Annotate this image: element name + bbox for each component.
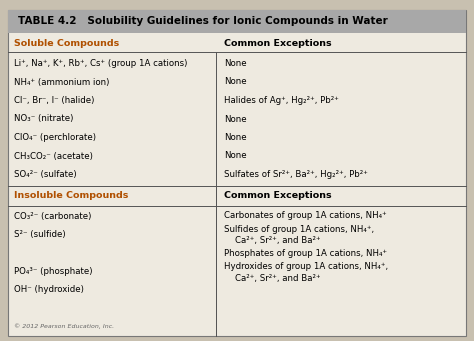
Text: Ca²⁺, Sr²⁺, and Ba²⁺: Ca²⁺, Sr²⁺, and Ba²⁺ xyxy=(224,236,320,245)
Text: None: None xyxy=(224,115,246,123)
Text: None: None xyxy=(224,77,246,87)
Text: None: None xyxy=(224,133,246,142)
Text: Hydroxides of group 1A cations, NH₄⁺,: Hydroxides of group 1A cations, NH₄⁺, xyxy=(224,262,388,271)
Text: None: None xyxy=(224,151,246,161)
Text: Li⁺, Na⁺, K⁺, Rb⁺, Cs⁺ (group 1A cations): Li⁺, Na⁺, K⁺, Rb⁺, Cs⁺ (group 1A cations… xyxy=(14,59,187,68)
Text: Sulfates of Sr²⁺, Ba²⁺, Hg₂²⁺, Pb²⁺: Sulfates of Sr²⁺, Ba²⁺, Hg₂²⁺, Pb²⁺ xyxy=(224,170,367,179)
Text: CH₃CO₂⁻ (acetate): CH₃CO₂⁻ (acetate) xyxy=(14,151,93,161)
Text: Phosphates of group 1A cations, NH₄⁺: Phosphates of group 1A cations, NH₄⁺ xyxy=(224,249,387,258)
Text: Soluble Compounds: Soluble Compounds xyxy=(14,39,119,47)
Text: Common Exceptions: Common Exceptions xyxy=(224,39,331,47)
Text: TABLE 4.2   Solubility Guidelines for Ionic Compounds in Water: TABLE 4.2 Solubility Guidelines for Ioni… xyxy=(18,16,388,26)
Text: NH₄⁺ (ammonium ion): NH₄⁺ (ammonium ion) xyxy=(14,77,109,87)
Text: S²⁻ (sulfide): S²⁻ (sulfide) xyxy=(14,230,65,239)
Text: PO₄³⁻ (phosphate): PO₄³⁻ (phosphate) xyxy=(14,267,92,276)
Text: Common Exceptions: Common Exceptions xyxy=(224,191,331,199)
Text: OH⁻ (hydroxide): OH⁻ (hydroxide) xyxy=(14,285,84,295)
Text: © 2012 Pearson Education, Inc.: © 2012 Pearson Education, Inc. xyxy=(14,323,114,329)
FancyBboxPatch shape xyxy=(8,10,466,336)
Text: Sulfides of group 1A cations, NH₄⁺,: Sulfides of group 1A cations, NH₄⁺, xyxy=(224,224,374,234)
Text: Carbonates of group 1A cations, NH₄⁺: Carbonates of group 1A cations, NH₄⁺ xyxy=(224,211,386,221)
Text: SO₄²⁻ (sulfate): SO₄²⁻ (sulfate) xyxy=(14,170,77,179)
Text: Cl⁻, Br⁻, I⁻ (halide): Cl⁻, Br⁻, I⁻ (halide) xyxy=(14,96,94,105)
FancyBboxPatch shape xyxy=(8,10,466,33)
Text: Ca²⁺, Sr²⁺, and Ba²⁺: Ca²⁺, Sr²⁺, and Ba²⁺ xyxy=(224,273,320,282)
Text: NO₃⁻ (nitrate): NO₃⁻ (nitrate) xyxy=(14,115,73,123)
Text: Insoluble Compounds: Insoluble Compounds xyxy=(14,191,128,199)
Text: CO₃²⁻ (carbonate): CO₃²⁻ (carbonate) xyxy=(14,211,91,221)
Text: Halides of Ag⁺, Hg₂²⁺, Pb²⁺: Halides of Ag⁺, Hg₂²⁺, Pb²⁺ xyxy=(224,96,338,105)
Text: None: None xyxy=(224,59,246,68)
Text: ClO₄⁻ (perchlorate): ClO₄⁻ (perchlorate) xyxy=(14,133,96,142)
